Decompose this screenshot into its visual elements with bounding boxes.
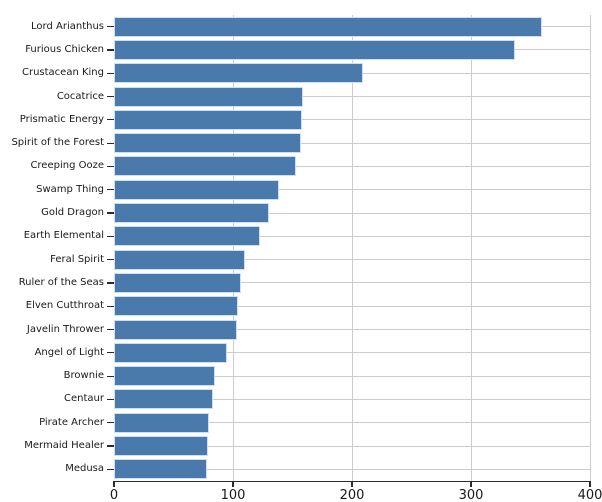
bar-centaur	[114, 389, 213, 410]
y-tick-mark	[107, 375, 114, 377]
bar-swamp-thing	[114, 179, 280, 200]
y-tick-mark	[107, 468, 114, 470]
category-label-elven-cutthroat: Elven Cutthroat	[25, 300, 104, 312]
x-tick-mark	[351, 482, 353, 487]
y-tick-mark	[107, 72, 114, 74]
category-label-spirit-of-the-forest: Spirit of the Forest	[11, 137, 104, 149]
x-tick-mark	[113, 482, 115, 487]
y-gridline	[114, 422, 590, 424]
bar-spirit-of-the-forest	[114, 133, 301, 154]
category-label-prismatic-energy: Prismatic Energy	[19, 113, 104, 125]
y-tick-mark	[107, 352, 114, 354]
x-tick-label: 0	[109, 488, 119, 502]
y-tick-mark	[107, 422, 114, 424]
y-gridline	[114, 189, 590, 191]
category-label-ruler-of-the-seas: Ruler of the Seas	[18, 276, 104, 288]
y-gridline	[114, 305, 590, 307]
y-gridline	[114, 398, 590, 400]
x-axis-line	[113, 481, 591, 483]
x-gridline	[352, 15, 353, 481]
bar-medusa	[114, 459, 207, 480]
bar-elven-cutthroat	[114, 296, 238, 317]
y-gridline	[114, 329, 590, 331]
x-gridline	[471, 15, 472, 481]
y-gridline	[114, 375, 590, 377]
category-label-centaur: Centaur	[64, 393, 104, 405]
bar-lord-arianthus	[114, 16, 543, 37]
y-tick-mark	[107, 142, 114, 144]
category-label-feral-spirit: Feral Spirit	[50, 253, 104, 265]
bar-cocatrice	[114, 86, 304, 107]
y-gridline	[114, 259, 590, 261]
category-label-crustacean-king: Crustacean King	[21, 67, 104, 79]
x-tick-mark	[470, 482, 472, 487]
y-gridline	[114, 468, 590, 470]
category-label-furious-chicken: Furious Chicken	[25, 43, 104, 55]
category-label-creeping-ooze: Creeping Ooze	[30, 160, 104, 172]
y-tick-mark	[107, 49, 114, 51]
category-label-angel-of-light: Angel of Light	[34, 346, 104, 358]
category-label-mermaid-healer: Mermaid Healer	[24, 440, 104, 452]
bar-javelin-thrower	[114, 319, 237, 340]
bar-gold-dragon	[114, 203, 269, 224]
y-tick-mark	[107, 398, 114, 401]
bar-creeping-ooze	[114, 156, 297, 177]
bar-crustacean-king	[114, 63, 363, 84]
y-gridline	[114, 96, 590, 98]
category-label-lord-arianthus: Lord Arianthus	[31, 20, 104, 32]
y-gridline	[114, 235, 590, 237]
y-gridline	[114, 445, 590, 447]
y-gridline	[114, 282, 590, 284]
bar-prismatic-energy	[114, 109, 303, 130]
y-tick-mark	[107, 165, 114, 168]
y-gridline	[114, 142, 590, 144]
category-label-brownie: Brownie	[63, 370, 104, 382]
y-tick-mark	[107, 328, 114, 331]
y-tick-mark	[107, 189, 114, 191]
bar-angel-of-light	[114, 342, 228, 363]
category-label-javelin-thrower: Javelin Thrower	[26, 323, 104, 335]
y-tick-mark	[107, 445, 114, 447]
y-gridline	[114, 212, 590, 214]
bar-earth-elemental	[114, 226, 261, 247]
category-label-medusa: Medusa	[65, 463, 104, 475]
y-gridline	[114, 165, 590, 167]
bar-feral-spirit	[114, 249, 245, 270]
y-tick-mark	[107, 259, 114, 261]
x-gridline	[233, 15, 234, 481]
bar-mermaid-healer	[114, 436, 208, 457]
bar-brownie	[114, 366, 216, 387]
category-label-cocatrice: Cocatrice	[56, 90, 104, 102]
bar-pirate-archer	[114, 412, 210, 433]
y-gridline	[114, 352, 590, 354]
category-label-gold-dragon: Gold Dragon	[41, 207, 104, 219]
x-gridline	[590, 15, 591, 481]
category-label-earth-elemental: Earth Elemental	[23, 230, 104, 242]
y-tick-mark	[107, 212, 114, 214]
bar-ruler-of-the-seas	[114, 272, 242, 293]
y-tick-mark	[107, 282, 114, 284]
y-tick-mark	[107, 95, 114, 98]
y-tick-mark	[107, 235, 114, 237]
x-tick-label: 200	[339, 488, 365, 502]
category-label-swamp-thing: Swamp Thing	[36, 183, 104, 195]
y-gridline	[114, 119, 590, 121]
y-tick-mark	[107, 26, 114, 28]
bar-furious-chicken	[114, 39, 516, 60]
x-tick-mark	[589, 482, 591, 487]
category-label-pirate-archer: Pirate Archer	[39, 416, 104, 428]
x-tick-label: 400	[577, 488, 602, 502]
x-tick-label: 300	[458, 488, 484, 502]
x-tick-label: 100	[220, 488, 246, 502]
y-tick-mark	[107, 305, 114, 307]
y-tick-mark	[107, 119, 114, 121]
x-tick-mark	[232, 482, 234, 487]
